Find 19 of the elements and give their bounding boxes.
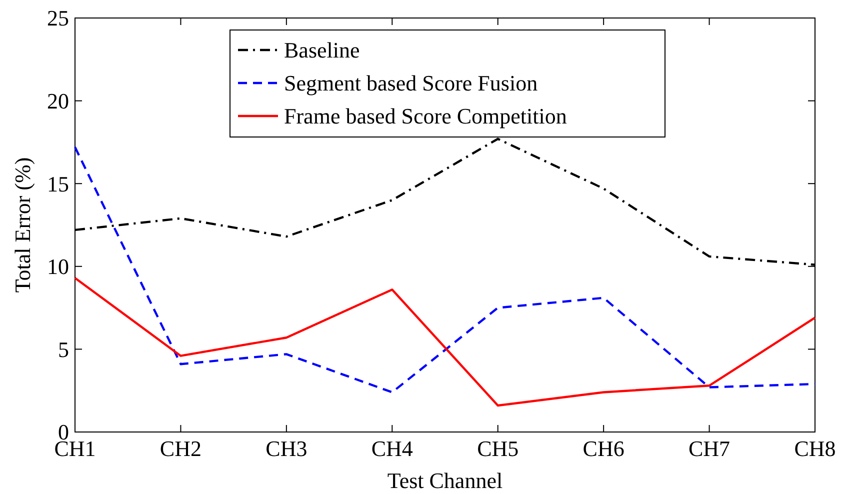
x-axis-title: Test Channel [387,468,503,493]
legend-label: Frame based Score Competition [284,104,567,129]
x-tick-label: CH8 [794,436,836,461]
line-series [74,276,816,407]
legend-label: Segment based Score Fusion [284,70,538,96]
y-tick-label: 20 [47,88,69,114]
y-tick-label: 15 [47,171,69,196]
y-axis-title: Total Error (%) [10,157,35,293]
x-tick-label: CH4 [371,436,413,461]
line-series [74,146,816,394]
x-tick-label: CH7 [688,436,730,461]
x-tick-label: CH6 [582,436,624,461]
x-tick-label: CH2 [160,436,202,461]
x-tick-label: CH3 [266,436,308,461]
y-tick-label: 5 [58,336,69,362]
y-tick-label: 25 [47,6,69,31]
x-tick-label: CH5 [477,436,519,461]
y-tick-label: 10 [47,254,69,280]
legend-label: Baseline [284,38,360,63]
